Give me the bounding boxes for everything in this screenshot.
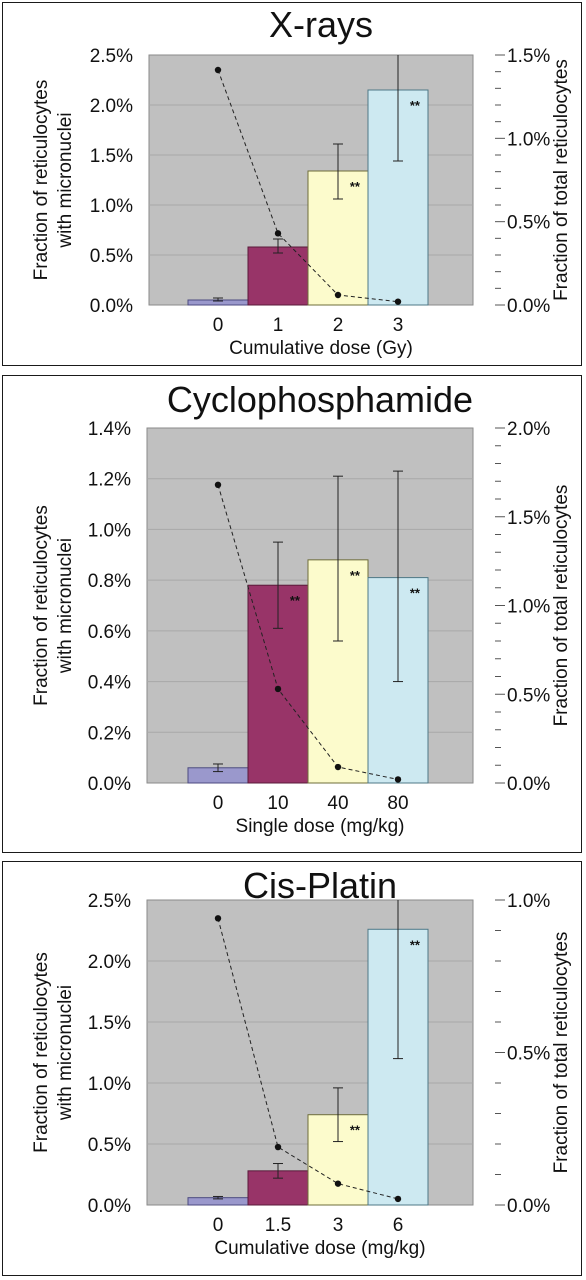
- chart-panel-cyclophosphamide: 0.0% 0.2% 0.4% 0.6% 0.8% 1.0% 1.2% 1.4% 0.0% 0.5%…: [2, 375, 582, 853]
- y-tick-label: 0.5%: [90, 246, 133, 267]
- x-tick-label: 80: [387, 793, 408, 814]
- chart-title: Cis-Platin: [243, 865, 397, 906]
- y2-tick-label: 1.0%: [507, 597, 550, 618]
- y-tick-label: 0.5%: [88, 1135, 131, 1156]
- y2-tick-label: 1.0%: [507, 129, 550, 150]
- y-tick-label: 0.4%: [88, 673, 131, 694]
- y-axis-label-line-2: with micronuclei: [55, 112, 76, 248]
- significance-mark: **: [410, 586, 421, 601]
- y-tick-label: 1.0%: [88, 520, 131, 541]
- chart-title: Cyclophosphamide: [167, 379, 473, 420]
- y-axis-label-line-1: Fraction of reticulocytes: [31, 505, 52, 706]
- x-tick-label: 3: [393, 315, 404, 336]
- significance-mark: **: [410, 937, 421, 952]
- y-tick-label: 1.5%: [88, 1013, 131, 1034]
- line-point: [394, 776, 402, 783]
- y-tick-label: 0.6%: [88, 622, 131, 643]
- y2-tick-label: 0.5%: [507, 1044, 550, 1065]
- y-tick-label: 1.2%: [88, 470, 131, 491]
- series-line-total-reticulocytes: [217, 484, 399, 780]
- y-axis-label-line-1: Fraction of reticulocytes: [31, 952, 52, 1153]
- x-tick-label: 0: [213, 315, 224, 336]
- y-tick-label: 0.0%: [88, 774, 131, 795]
- y-tick-label: 2.5%: [88, 891, 131, 912]
- x-tick-label: 40: [327, 793, 348, 814]
- significance-mark: **: [410, 98, 421, 113]
- significance-mark: **: [350, 568, 361, 583]
- line-point: [214, 66, 222, 74]
- line-point: [334, 291, 342, 299]
- x-tick-label: 3: [333, 1215, 344, 1236]
- significance-mark: **: [350, 1123, 361, 1138]
- x-tick-label: 2: [333, 315, 344, 336]
- y-axis-label-line-2: with micronuclei: [55, 985, 76, 1121]
- chart-panel-cisplatin: 0.0% 0.5% 1.0% 1.5% 2.0% 2.5% 0.0% 0.5% 1.0% ** **…: [2, 861, 582, 1276]
- line-point: [334, 763, 342, 771]
- y-tick-label: 1.0%: [88, 1074, 131, 1095]
- chart-cyclophosphamide: 0.0% 0.2% 0.4% 0.6% 0.8% 1.0% 1.2% 1.4% 0.0% 0.5%…: [31, 379, 572, 837]
- y-tick-label: 0.0%: [90, 296, 133, 317]
- y2-tick-label: 0.0%: [507, 1196, 550, 1217]
- x-tick-label: 1: [273, 315, 284, 336]
- line-point: [274, 1143, 282, 1151]
- x-axis-label: Cumulative dose (mg/kg): [214, 1238, 425, 1259]
- series-line-total-reticulocytes: [217, 918, 399, 1200]
- x-tick-label: 6: [393, 1215, 404, 1236]
- y-tick-label: 2.0%: [88, 952, 131, 973]
- x-tick-label: 0: [213, 793, 224, 814]
- line-point: [274, 230, 282, 237]
- y-tick-label: 2.0%: [90, 96, 133, 117]
- y2-axis-label: Fraction of total reticulocytes: [551, 485, 572, 727]
- y2-tick-label: 1.0%: [507, 891, 550, 912]
- y2-tick-label: 2.0%: [507, 419, 550, 440]
- significance-mark: **: [350, 179, 361, 194]
- y2-tick-label: 0.5%: [507, 213, 550, 234]
- significance-mark: **: [290, 593, 301, 608]
- line-point: [214, 915, 222, 922]
- bar-1: [247, 246, 309, 306]
- line-point: [394, 298, 402, 305]
- y2-tick-label: 0.0%: [507, 774, 550, 795]
- y2-tick-label: 0.5%: [507, 685, 550, 706]
- chart-panel-xrays: 0.0% 0.5% 1.0% 1.5% 2.0% 2.5% 0.0% 0.5% 1.0% 1.5%…: [2, 2, 582, 366]
- y-tick-label: 1.0%: [90, 196, 133, 217]
- line-point: [394, 1195, 402, 1203]
- x-tick-label: 10: [267, 793, 288, 814]
- y-tick-label: 1.4%: [88, 419, 131, 440]
- x-axis-label: Single dose (mg/kg): [236, 816, 405, 837]
- y2-tick-label: 1.5%: [507, 46, 550, 67]
- chart-title: X-rays: [269, 4, 373, 45]
- chart-xrays: 0.0% 0.5% 1.0% 1.5% 2.0% 2.5% 0.0% 0.5% 1.0% 1.5%…: [31, 4, 572, 359]
- y-tick-label: 2.5%: [90, 46, 133, 67]
- series-line-total-reticulocytes: [217, 69, 399, 303]
- x-tick-label: 0: [213, 1215, 224, 1236]
- y-tick-label: 0.0%: [88, 1196, 131, 1217]
- x-axis-label: Cumulative dose (Gy): [229, 338, 413, 359]
- y2-tick-label: 0.0%: [507, 296, 550, 317]
- y-tick-label: 0.8%: [88, 571, 131, 592]
- line-point: [334, 1180, 342, 1187]
- y-tick-label: 0.2%: [88, 723, 131, 744]
- y2-axis-label: Fraction of total reticulocytes: [551, 59, 572, 301]
- line-point: [274, 685, 282, 693]
- y-axis-label-line-2: with micronuclei: [55, 538, 76, 674]
- chart-cisplatin: 0.0% 0.5% 1.0% 1.5% 2.0% 2.5% 0.0% 0.5% 1.0% ** **…: [31, 865, 572, 1259]
- y-axis-label-line-1: Fraction of reticulocytes: [31, 80, 52, 281]
- y2-axis-label: Fraction of total reticulocytes: [551, 932, 572, 1174]
- line-point: [214, 481, 222, 488]
- y-tick-label: 1.5%: [90, 146, 133, 167]
- x-tick-label: 1.5: [265, 1215, 291, 1236]
- y2-tick-label: 1.5%: [507, 508, 550, 529]
